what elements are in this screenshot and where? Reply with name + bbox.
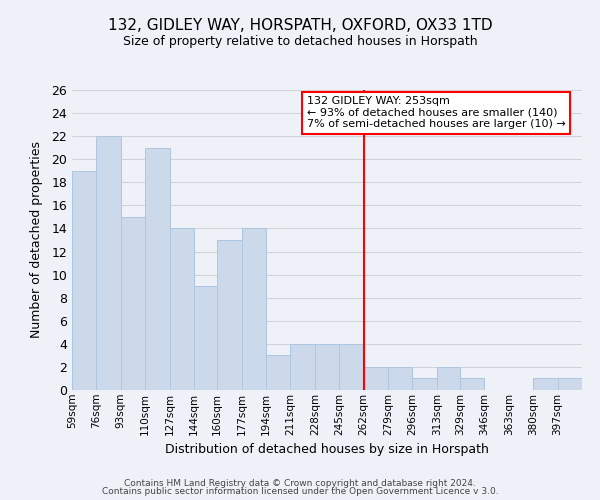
Y-axis label: Number of detached properties: Number of detached properties: [30, 142, 43, 338]
Bar: [72, 171, 97, 390]
Bar: [533, 378, 557, 390]
Text: Contains public sector information licensed under the Open Government Licence v : Contains public sector information licen…: [101, 487, 499, 496]
Bar: [460, 378, 484, 390]
Bar: [217, 240, 242, 390]
Bar: [170, 228, 194, 390]
Bar: [121, 217, 145, 390]
Bar: [412, 378, 437, 390]
Bar: [557, 378, 582, 390]
Bar: [315, 344, 339, 390]
Bar: [388, 367, 412, 390]
Bar: [364, 367, 388, 390]
X-axis label: Distribution of detached houses by size in Horspath: Distribution of detached houses by size …: [165, 443, 489, 456]
Bar: [97, 136, 121, 390]
Bar: [290, 344, 315, 390]
Bar: [145, 148, 170, 390]
Text: Contains HM Land Registry data © Crown copyright and database right 2024.: Contains HM Land Registry data © Crown c…: [124, 478, 476, 488]
Bar: [242, 228, 266, 390]
Text: 132, GIDLEY WAY, HORSPATH, OXFORD, OX33 1TD: 132, GIDLEY WAY, HORSPATH, OXFORD, OX33 …: [107, 18, 493, 32]
Bar: [266, 356, 290, 390]
Bar: [437, 367, 460, 390]
Bar: [339, 344, 364, 390]
Text: Size of property relative to detached houses in Horspath: Size of property relative to detached ho…: [122, 35, 478, 48]
Text: 132 GIDLEY WAY: 253sqm
← 93% of detached houses are smaller (140)
7% of semi-det: 132 GIDLEY WAY: 253sqm ← 93% of detached…: [307, 96, 565, 129]
Bar: [194, 286, 217, 390]
